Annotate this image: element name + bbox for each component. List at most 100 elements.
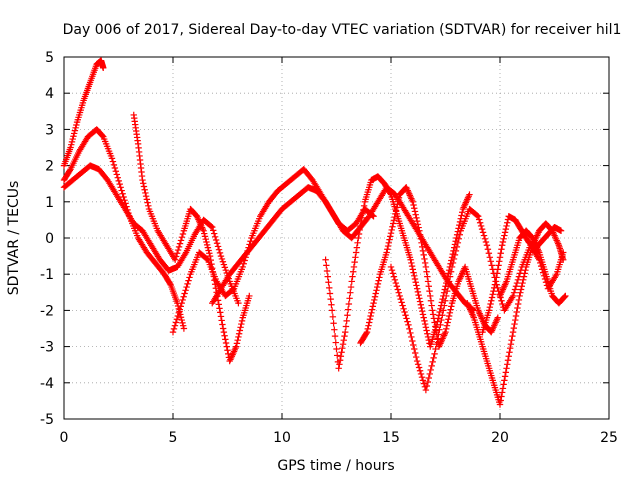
data-point — [119, 190, 126, 197]
y-tick-label: -2 — [40, 303, 54, 319]
data-point — [239, 263, 246, 271]
data-point — [498, 389, 506, 396]
data-point — [410, 269, 417, 276]
data-point — [177, 314, 185, 321]
data-point — [360, 202, 368, 210]
data-point — [387, 229, 395, 237]
y-tick-label: -3 — [40, 340, 54, 356]
data-marks — [60, 57, 569, 408]
data-point — [459, 209, 466, 216]
series-track-7 — [322, 173, 473, 372]
data-point — [498, 393, 505, 400]
data-point — [410, 201, 417, 209]
y-tick-label: -1 — [40, 267, 54, 283]
data-point — [186, 274, 193, 281]
data-point — [483, 242, 491, 249]
data-point — [110, 161, 118, 168]
data-point — [366, 316, 374, 323]
data-point — [369, 303, 377, 310]
data-point — [496, 401, 504, 408]
data-point — [408, 259, 415, 267]
series-track-12 — [496, 227, 569, 307]
data-point — [418, 304, 425, 312]
data-point — [216, 305, 223, 312]
data-point — [374, 280, 382, 288]
data-point — [385, 239, 393, 247]
data-point — [326, 290, 334, 297]
data-point — [509, 328, 517, 336]
data-point — [176, 240, 184, 247]
data-point — [215, 301, 222, 308]
data-point — [383, 249, 390, 256]
data-point — [426, 370, 433, 378]
data-point — [202, 236, 209, 243]
data-point — [204, 244, 212, 251]
data-point — [393, 283, 401, 290]
data-point — [237, 324, 244, 331]
data-point — [108, 155, 116, 162]
data-point — [352, 254, 359, 261]
data-point — [420, 314, 427, 321]
data-point — [100, 64, 107, 72]
data-point — [452, 247, 460, 255]
data-point — [436, 326, 443, 333]
data-point — [179, 319, 186, 327]
data-point — [456, 231, 463, 238]
data-point — [425, 283, 432, 290]
data-point — [355, 230, 363, 238]
data-point — [370, 299, 377, 307]
data-point — [323, 267, 331, 275]
y-tick-label: 5 — [45, 50, 54, 66]
data-point — [424, 278, 432, 285]
data-point — [66, 167, 74, 174]
data-point — [454, 228, 462, 235]
data-point — [561, 293, 568, 300]
data-point — [371, 296, 378, 304]
data-point — [422, 263, 430, 271]
data-point — [171, 256, 179, 263]
data-point — [396, 292, 403, 300]
data-point — [509, 292, 517, 300]
data-point — [114, 174, 121, 181]
data-point — [395, 194, 403, 201]
data-point — [403, 315, 410, 322]
data-point — [328, 307, 336, 314]
data-point — [322, 256, 329, 263]
data-point — [432, 327, 440, 334]
data-point — [409, 198, 416, 205]
data-point — [435, 331, 442, 338]
data-point — [235, 299, 242, 307]
data-point — [140, 183, 148, 190]
data-point — [212, 236, 220, 244]
data-point — [389, 270, 397, 277]
data-point — [414, 361, 422, 368]
data-point — [432, 345, 439, 353]
data-point — [344, 306, 352, 313]
data-point — [235, 330, 243, 337]
data-point — [72, 124, 79, 131]
data-point — [509, 332, 516, 340]
data-point — [349, 273, 356, 280]
data-point — [366, 319, 373, 326]
x-tick-label: 0 — [60, 430, 69, 446]
data-point — [395, 289, 402, 296]
data-point — [445, 312, 453, 320]
data-point — [497, 250, 504, 257]
data-point — [69, 135, 76, 143]
data-point — [208, 223, 215, 230]
data-point — [476, 219, 484, 226]
data-point — [411, 345, 418, 353]
data-point — [412, 279, 419, 286]
data-point — [466, 191, 473, 198]
data-point — [394, 201, 401, 208]
data-point — [176, 306, 183, 313]
data-point — [407, 256, 414, 263]
data-point — [173, 250, 181, 257]
data-point — [419, 308, 426, 315]
data-point — [421, 317, 428, 325]
y-tick-label: 2 — [45, 159, 54, 175]
data-point — [355, 234, 362, 242]
data-point — [431, 319, 438, 326]
data-point — [233, 343, 240, 350]
data-point — [514, 304, 521, 312]
